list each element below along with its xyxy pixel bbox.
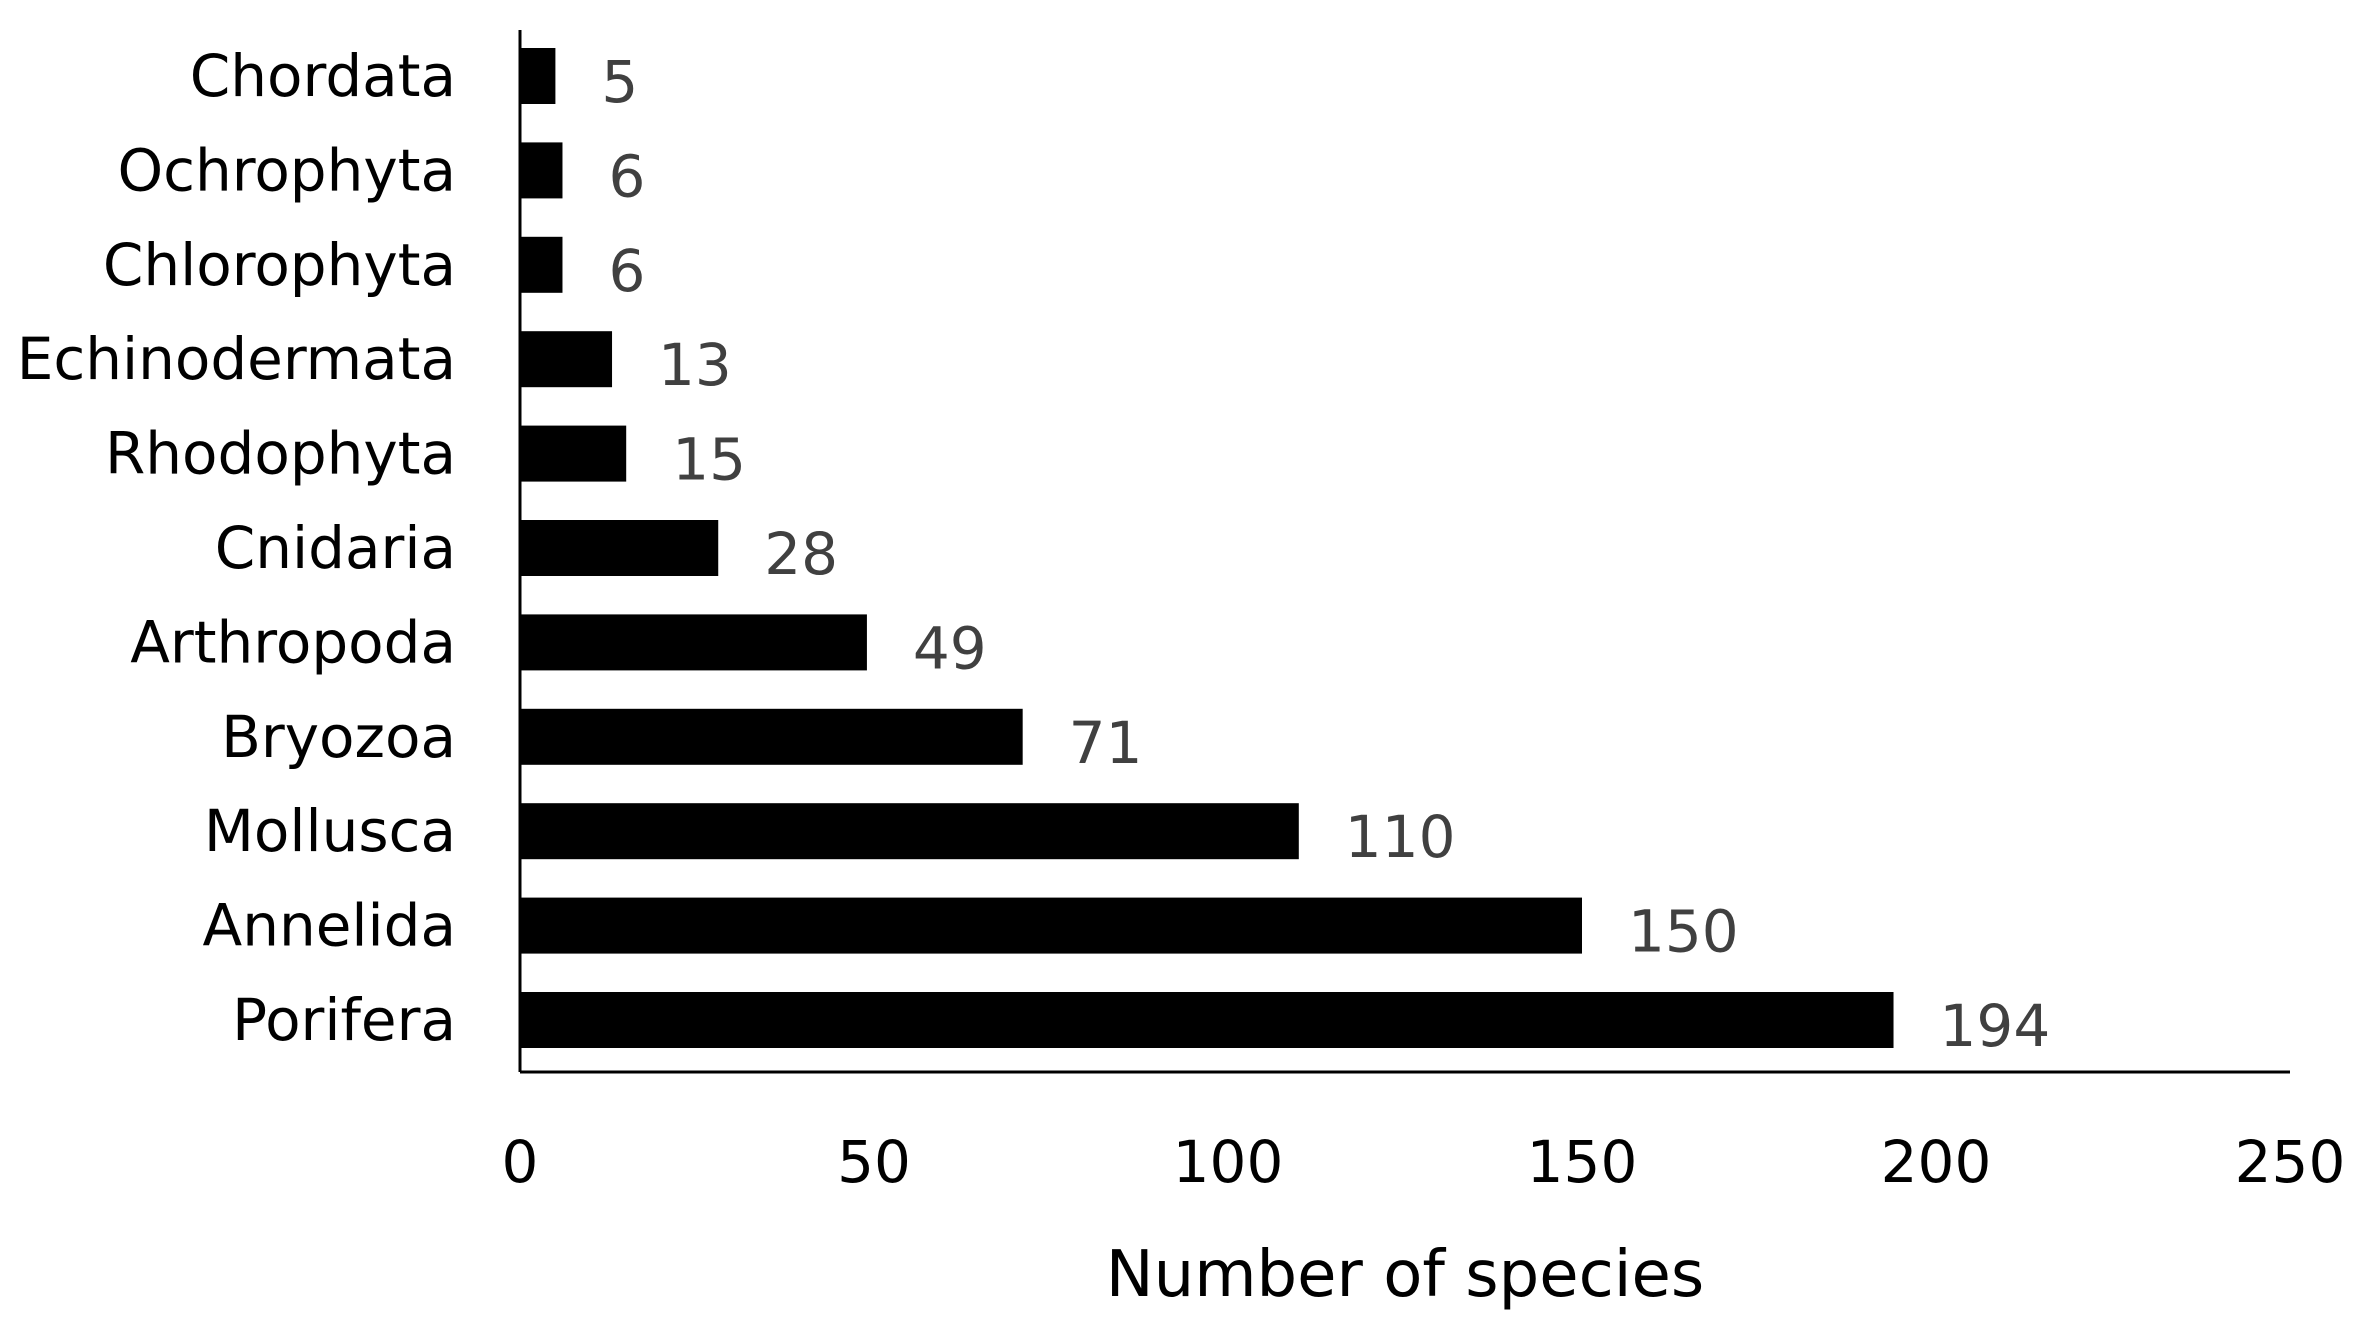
category-label-echinodermata: Echinodermata [17,325,456,393]
x-tick-label-50: 50 [837,1128,911,1196]
category-label-mollusca: Mollusca [204,797,456,865]
category-label-bryozoa: Bryozoa [221,703,456,771]
bar-chordata [520,48,556,104]
bar-arthropoda [520,614,867,671]
category-label-annelida: Annelida [203,892,456,960]
category-label-arthropoda: Arthropoda [130,608,456,676]
x-tick-label-100: 100 [1173,1128,1284,1196]
x-axis-title: Number of species [1106,1238,1705,1312]
value-label-bryozoa: 71 [1069,709,1143,777]
value-label-echinodermata: 13 [658,331,732,399]
bar-annelida [520,897,1582,954]
value-label-cnidaria: 28 [764,520,838,588]
bar-chlorophyta [520,236,563,293]
bar-ochrophyta [520,142,563,199]
x-tick-label-150: 150 [1527,1128,1638,1196]
bar-mollusca [520,803,1299,860]
value-label-chordata: 5 [601,48,638,116]
x-tick-label-250: 250 [2235,1128,2346,1196]
category-label-chlorophyta: Chlorophyta [103,231,456,299]
category-label-chordata: Chordata [190,42,456,110]
category-label-cnidaria: Cnidaria [215,514,456,582]
bar-cnidaria [520,520,719,576]
value-label-rhodophyta: 15 [672,426,746,494]
category-label-ochrophyta: Ochrophyta [117,136,456,204]
bars-layer [520,48,1894,1048]
x-tick-label-0: 0 [502,1128,539,1196]
x-tick-labels: 0 50 100 150 200 250 [502,1128,2346,1196]
bar-rhodophyta [520,425,627,482]
value-label-porifera: 194 [1940,992,2051,1060]
value-label-annelida: 150 [1628,898,1739,966]
value-label-arthropoda: 49 [913,614,987,682]
category-label-porifera: Porifera [232,986,456,1054]
value-label-ochrophyta: 6 [608,142,645,210]
category-label-rhodophyta: Rhodophyta [105,420,456,488]
bar-bryozoa [520,708,1023,765]
value-label-mollusca: 110 [1345,803,1456,871]
bar-echinodermata [520,331,613,388]
value-label-chlorophyta: 6 [608,237,645,305]
labels-layer: Chordata 5 Ochrophyta 6 Chlorophyta 6 Echinode… [17,42,2051,1060]
bar-porifera [520,992,1894,1048]
x-tick-label-200: 200 [1881,1128,1992,1196]
